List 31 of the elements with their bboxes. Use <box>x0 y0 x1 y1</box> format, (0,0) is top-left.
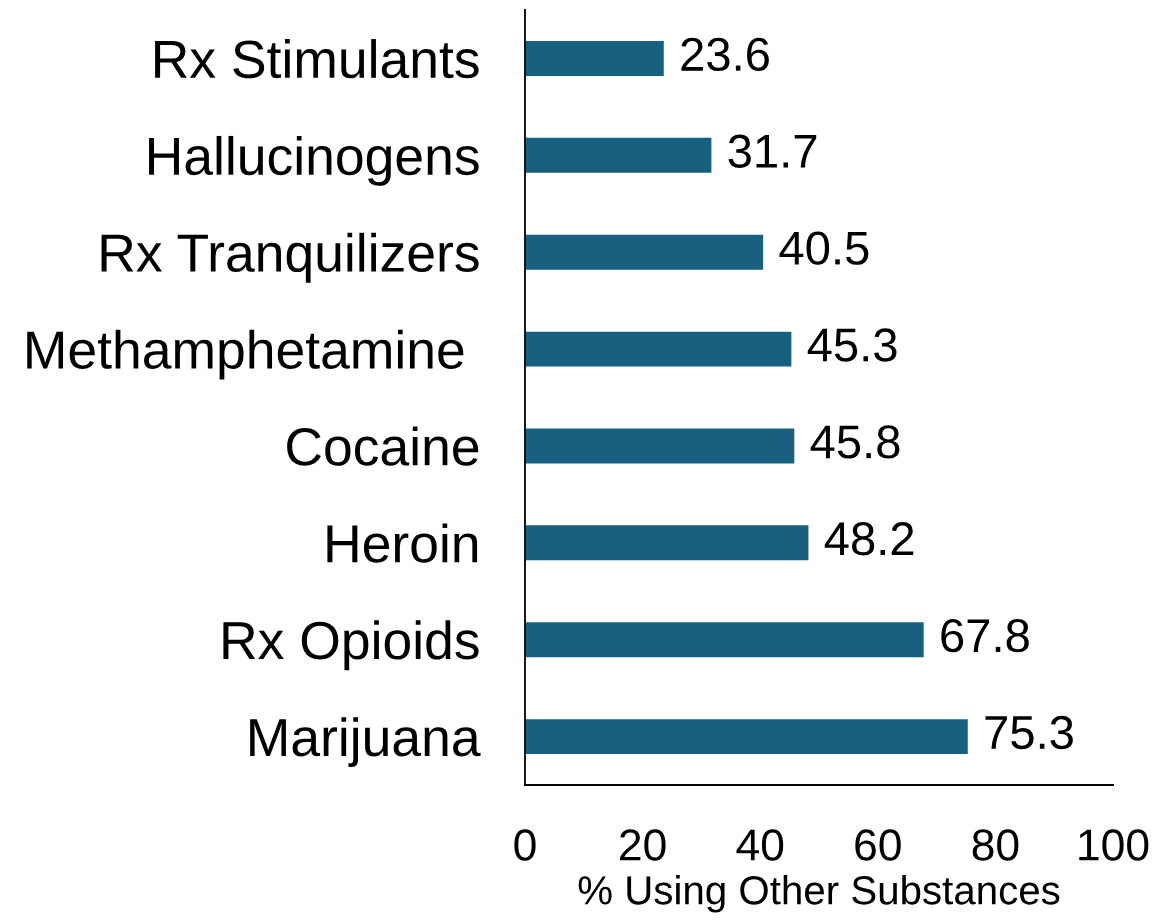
data-label: 23.6 <box>681 37 769 72</box>
y-tick-label: Rx Tranquilizers <box>101 232 479 283</box>
x-tick-label: 0 <box>514 829 536 861</box>
y-tick-label: Rx Opioids <box>223 620 479 671</box>
bar <box>525 428 795 464</box>
data-label: 40.5 <box>779 231 869 265</box>
x-tick-label: 60 <box>855 829 901 861</box>
bar <box>525 525 809 561</box>
bar <box>525 622 924 658</box>
y-tick-label: Marijuana <box>250 717 481 768</box>
data-label: 31.7 <box>728 134 817 168</box>
y-tick-label: Hallucinogens <box>149 135 479 186</box>
data-label: 75.3 <box>985 715 1073 750</box>
data-label: 48.2 <box>824 522 914 556</box>
data-label: 45.3 <box>807 328 897 362</box>
x-tick-label: 80 <box>972 829 1019 861</box>
y-tick-label: Methamphetamine <box>27 329 464 380</box>
y-tick-label: Cocaine <box>287 426 479 466</box>
x-axis-title: % Using Other Substances <box>578 875 1060 913</box>
data-label: 45.8 <box>810 425 900 459</box>
x-tick-label: 20 <box>620 829 666 861</box>
bar <box>525 234 764 270</box>
bar <box>525 719 968 754</box>
y-tick-label: Rx Stimulants <box>155 39 479 79</box>
x-tick-label: 40 <box>736 829 784 861</box>
bar <box>525 137 712 173</box>
bar <box>525 41 664 76</box>
data-label: 67.8 <box>941 618 1029 653</box>
y-tick-label: Heroin <box>327 523 478 563</box>
bar <box>525 331 792 367</box>
x-tick-label: 100 <box>1079 829 1149 861</box>
